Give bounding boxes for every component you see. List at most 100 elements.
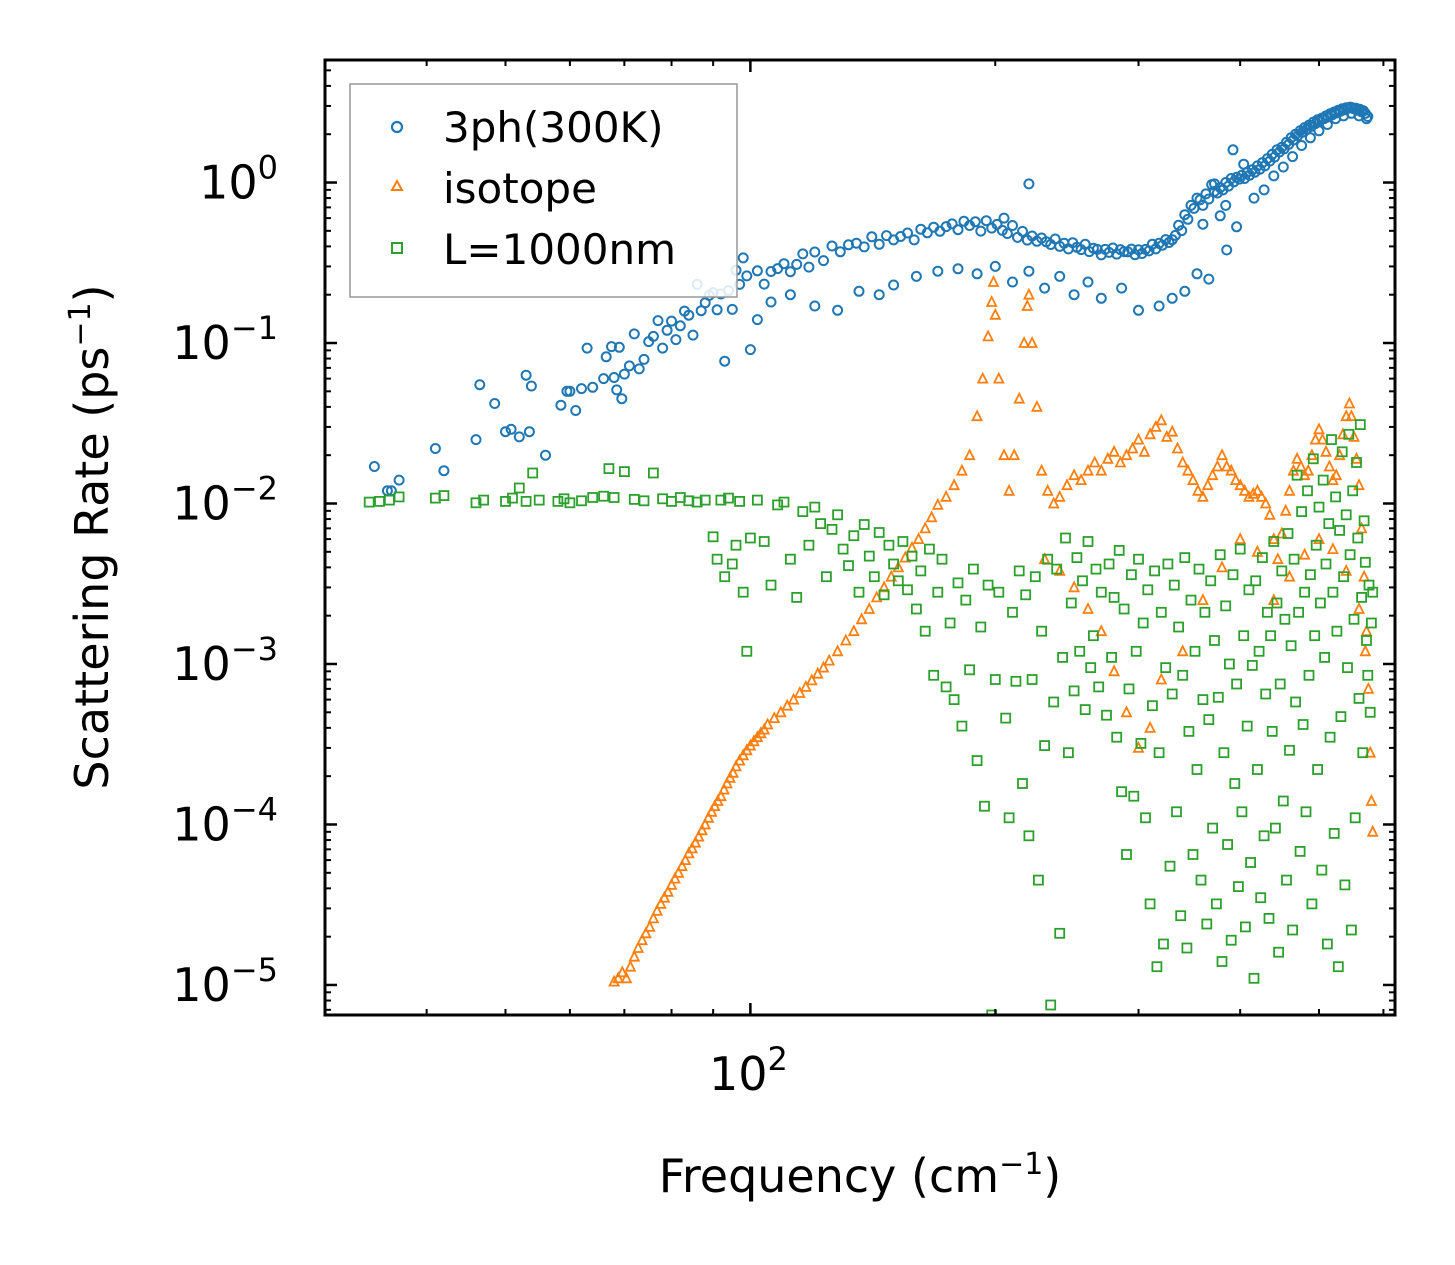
data-point xyxy=(638,495,650,507)
data-point xyxy=(1316,432,1329,445)
data-point xyxy=(1120,705,1133,718)
data-point xyxy=(1026,335,1039,348)
data-point xyxy=(1296,506,1307,518)
data-point xyxy=(1267,532,1280,544)
data-point xyxy=(925,510,938,523)
data-point xyxy=(1220,459,1233,472)
data-point xyxy=(1315,597,1326,609)
data-point xyxy=(1302,485,1313,497)
data-point xyxy=(1108,444,1121,457)
data-point xyxy=(1095,624,1108,637)
data-point xyxy=(1075,473,1088,486)
data-point xyxy=(1068,580,1081,593)
data-point xyxy=(1197,218,1209,230)
data-point xyxy=(628,328,640,340)
data-point xyxy=(1364,706,1376,718)
data-point xyxy=(1322,938,1333,950)
data-point xyxy=(669,871,681,884)
data-point xyxy=(1189,645,1201,657)
data-point xyxy=(737,252,749,264)
legend-label-isotope: isotope xyxy=(443,164,597,213)
data-point xyxy=(513,482,525,494)
data-point xyxy=(1326,542,1339,554)
data-point xyxy=(1303,669,1315,681)
y-axis-title: Scattering Rate (ps−1) xyxy=(63,284,119,789)
data-point xyxy=(832,509,843,521)
data-point xyxy=(1216,560,1228,573)
data-point xyxy=(1287,924,1298,936)
data-point xyxy=(1259,496,1272,509)
data-point xyxy=(1126,441,1139,454)
data-point xyxy=(1242,489,1255,502)
data-point xyxy=(555,399,567,411)
data-point xyxy=(1140,812,1151,824)
data-point xyxy=(576,495,587,507)
data-point xyxy=(734,495,745,507)
data-point xyxy=(699,494,711,506)
data-point xyxy=(1108,592,1120,603)
data-point xyxy=(1023,178,1035,190)
plot-area xyxy=(363,101,1379,1015)
data-point xyxy=(873,289,885,301)
data-point xyxy=(611,384,623,396)
data-point xyxy=(1229,778,1241,789)
data-point xyxy=(696,823,708,836)
data-point xyxy=(866,231,878,243)
data-point xyxy=(1267,593,1280,605)
data-point xyxy=(1216,956,1228,967)
data-point xyxy=(1065,597,1077,609)
data-point xyxy=(1274,678,1286,690)
data-point xyxy=(632,940,645,953)
data-point xyxy=(1304,132,1316,144)
data-point xyxy=(946,218,958,230)
data-point xyxy=(1331,625,1343,637)
data-point xyxy=(1155,672,1168,685)
data-point xyxy=(1365,793,1378,806)
data-point xyxy=(1327,586,1339,598)
data-point xyxy=(1362,669,1374,681)
legend-label-boundary: L=1000nm xyxy=(443,225,676,274)
data-point xyxy=(1173,621,1184,633)
data-point xyxy=(726,558,738,570)
data-point xyxy=(1313,501,1325,513)
data-point xyxy=(1088,455,1101,468)
data-point xyxy=(670,334,682,346)
data-point xyxy=(1176,225,1188,237)
data-point xyxy=(1297,719,1309,730)
data-point xyxy=(948,478,961,491)
data-point xyxy=(952,224,964,236)
data-point xyxy=(960,594,972,606)
data-point xyxy=(603,463,615,475)
data-point xyxy=(1054,927,1066,939)
data-point xyxy=(1054,270,1066,282)
data-point xyxy=(817,660,830,673)
data-point xyxy=(1250,575,1262,587)
data-point xyxy=(393,491,405,503)
data-point xyxy=(1207,822,1218,834)
data-point xyxy=(470,497,482,509)
data-point xyxy=(873,527,885,538)
y-tick-label: 100 xyxy=(199,149,278,210)
data-point xyxy=(1330,491,1341,503)
data-point xyxy=(1354,419,1366,431)
data-point xyxy=(1126,569,1137,581)
data-point xyxy=(1214,549,1226,561)
data-point xyxy=(714,789,727,802)
series-2 xyxy=(363,419,1379,1015)
data-point xyxy=(1033,874,1044,886)
legend: 3ph(300K) isotope L=1000nm xyxy=(349,83,738,298)
data-point xyxy=(1324,731,1336,743)
data-point xyxy=(1317,474,1329,486)
data-point xyxy=(1293,606,1304,618)
data-point xyxy=(513,431,525,443)
data-point xyxy=(1197,694,1209,705)
data-point xyxy=(1166,424,1179,437)
data-point xyxy=(1209,635,1220,646)
data-point xyxy=(608,974,621,987)
data-point xyxy=(1093,681,1105,693)
data-point xyxy=(478,494,490,506)
data-point xyxy=(1061,478,1073,491)
data-point xyxy=(924,543,935,555)
data-point xyxy=(1313,422,1325,435)
